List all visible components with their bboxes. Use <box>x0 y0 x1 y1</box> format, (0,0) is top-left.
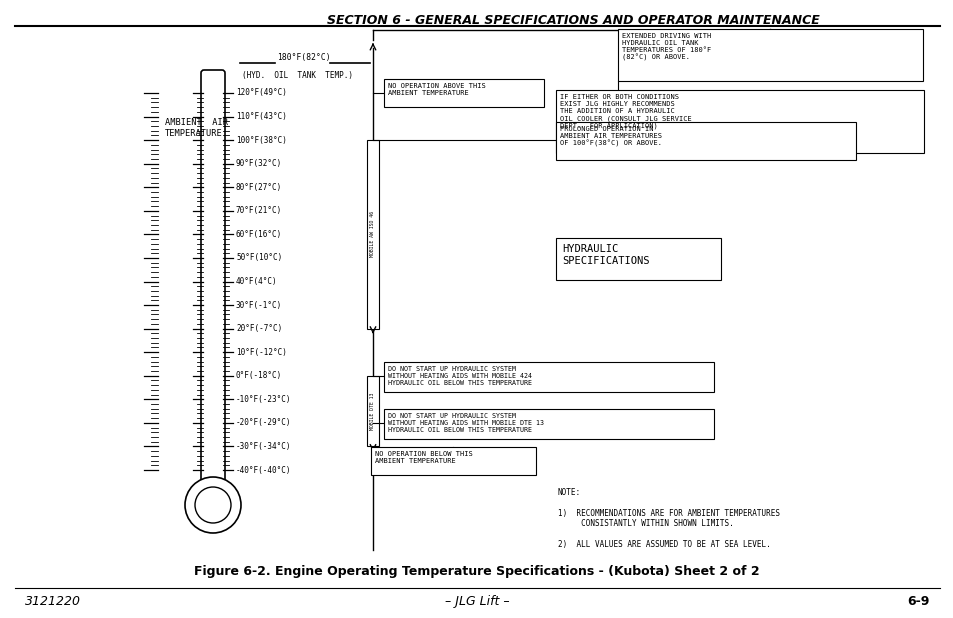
Text: -20°F(-29°C): -20°F(-29°C) <box>235 418 292 428</box>
Text: 3121220: 3121220 <box>25 595 81 608</box>
Bar <box>556 238 720 280</box>
Text: AMBIENT  AIR
TEMPERATURE: AMBIENT AIR TEMPERATURE <box>165 118 228 138</box>
Text: -10°F(-23°C): -10°F(-23°C) <box>235 395 292 404</box>
Text: 100°F(38°C): 100°F(38°C) <box>235 135 287 145</box>
Text: 180°F(82°C): 180°F(82°C) <box>276 53 331 62</box>
Text: 80°F(27°C): 80°F(27°C) <box>235 183 282 192</box>
Bar <box>384 362 713 392</box>
Text: 90°F(32°C): 90°F(32°C) <box>235 159 282 168</box>
Text: 6-9: 6-9 <box>906 595 929 608</box>
Text: NO OPERATION BELOW THIS
AMBIENT TEMPERATURE: NO OPERATION BELOW THIS AMBIENT TEMPERAT… <box>375 451 473 464</box>
Text: – JLG Lift –: – JLG Lift – <box>444 595 509 608</box>
Text: 0°F(-18°C): 0°F(-18°C) <box>235 371 282 380</box>
Text: IF EITHER OR BOTH CONDITIONS
EXIST JLG HIGHLY RECOMMENDS
THE ADDITION OF A HYDRA: IF EITHER OR BOTH CONDITIONS EXIST JLG H… <box>559 94 691 129</box>
Text: DO NOT START UP HYDRAULIC SYSTEM
WITHOUT HEATING AIDS WITH MOBILE DTE 13
HYDRAUL: DO NOT START UP HYDRAULIC SYSTEM WITHOUT… <box>388 413 543 433</box>
Text: 120°F(49°C): 120°F(49°C) <box>235 88 287 98</box>
FancyBboxPatch shape <box>201 70 225 486</box>
Circle shape <box>194 487 231 523</box>
Text: 50°F(10°C): 50°F(10°C) <box>235 253 282 263</box>
Text: SECTION 6 - GENERAL SPECIFICATIONS AND OPERATOR MAINTENANCE: SECTION 6 - GENERAL SPECIFICATIONS AND O… <box>327 14 820 27</box>
Bar <box>556 90 923 153</box>
Text: MOBILE DTE 13: MOBILE DTE 13 <box>370 392 375 430</box>
Bar <box>371 447 536 475</box>
Bar <box>384 409 713 439</box>
Text: 70°F(21°C): 70°F(21°C) <box>235 206 282 215</box>
Bar <box>384 79 543 107</box>
Text: PROLONGED OPERATION IN
AMBIENT AIR TEMPERATURES
OF 100°F(38°C) OR ABOVE.: PROLONGED OPERATION IN AMBIENT AIR TEMPE… <box>559 126 661 148</box>
Text: 110°F(43°C): 110°F(43°C) <box>235 112 287 121</box>
Bar <box>367 140 378 329</box>
Text: MOBILE AW ISO 46: MOBILE AW ISO 46 <box>370 211 375 257</box>
Text: -30°F(-34°C): -30°F(-34°C) <box>235 442 292 451</box>
Text: 40°F(4°C): 40°F(4°C) <box>235 277 277 286</box>
Text: (HYD.  OIL  TANK  TEMP.): (HYD. OIL TANK TEMP.) <box>242 71 353 80</box>
Text: NOTE:

1)  RECOMMENDATIONS ARE FOR AMBIENT TEMPERATURES
     CONSISTANTLY WITHIN: NOTE: 1) RECOMMENDATIONS ARE FOR AMBIENT… <box>558 488 780 549</box>
Circle shape <box>185 477 241 533</box>
Text: NO OPERATION ABOVE THIS
AMBIENT TEMPERATURE: NO OPERATION ABOVE THIS AMBIENT TEMPERAT… <box>388 83 485 96</box>
Text: DO NOT START UP HYDRAULIC SYSTEM
WITHOUT HEATING AIDS WITH MOBILE 424
HYDRAULIC : DO NOT START UP HYDRAULIC SYSTEM WITHOUT… <box>388 366 532 386</box>
Text: 30°F(-1°C): 30°F(-1°C) <box>235 300 282 310</box>
Text: -40°F(-40°C): -40°F(-40°C) <box>235 465 292 475</box>
Text: 20°F(-7°C): 20°F(-7°C) <box>235 324 282 333</box>
Bar <box>367 376 378 446</box>
Text: 10°F(-12°C): 10°F(-12°C) <box>235 348 287 357</box>
Text: Figure 6-2. Engine Operating Temperature Specifications - (Kubota) Sheet 2 of 2: Figure 6-2. Engine Operating Temperature… <box>194 564 759 577</box>
Text: EXTENDED DRIVING WITH
HYDRAULIC OIL TANK
TEMPERATURES OF 180°F
(82°C) OR ABOVE.: EXTENDED DRIVING WITH HYDRAULIC OIL TANK… <box>621 33 711 61</box>
Bar <box>556 122 855 160</box>
Bar <box>618 29 923 81</box>
Text: 60°F(16°C): 60°F(16°C) <box>235 230 282 239</box>
Text: HYDRAULIC
SPECIFICATIONS: HYDRAULIC SPECIFICATIONS <box>561 244 649 266</box>
